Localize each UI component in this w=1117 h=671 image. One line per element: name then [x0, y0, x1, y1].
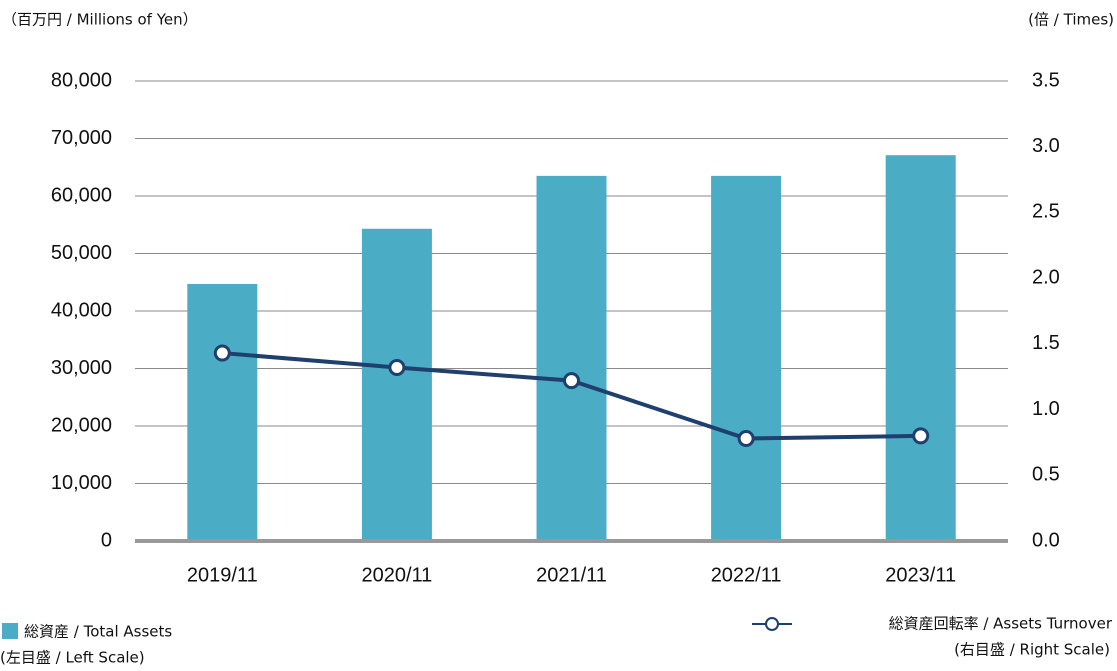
right-axis-label: (倍 / Times): [1028, 11, 1114, 29]
y2-tick-label: 1.0: [1032, 398, 1060, 420]
y2-tick-label: 3.0: [1032, 135, 1060, 157]
bar: [361, 228, 432, 541]
legend-marker: [765, 617, 779, 631]
x-tick-label: 2021/11: [536, 564, 607, 586]
left-axis-label: （百万円 / Millions of Yen）: [2, 11, 198, 29]
legend-note: (右目盛 / Right Scale): [954, 641, 1110, 659]
y-tick-label: 40,000: [51, 299, 112, 321]
x-tick-label: 2022/11: [711, 564, 782, 586]
y2-tick-label: 2.5: [1032, 201, 1060, 223]
x-tick-label: 2020/11: [361, 564, 432, 586]
bar: [536, 175, 607, 541]
legend-label: 総資産 / Total Assets: [24, 623, 172, 641]
line-marker: [388, 359, 406, 377]
line-marker: [912, 427, 930, 445]
line-marker: [213, 344, 231, 362]
y2-tick-label: 2.0: [1032, 266, 1060, 288]
y-tick-label: 50,000: [51, 242, 112, 264]
legend-swatch: [2, 623, 18, 639]
x-tick-label: 2023/11: [885, 564, 956, 586]
line-marker: [737, 429, 755, 447]
legend-label: 総資産回転率 / Assets Turnover: [889, 615, 1113, 633]
y2-tick-label: 0.5: [1032, 464, 1060, 486]
y-tick-label: 70,000: [51, 127, 112, 149]
legend-note: (左目盛 / Left Scale): [0, 649, 145, 667]
line-marker: [563, 372, 580, 390]
y-tick-label: 10,000: [51, 472, 112, 494]
y-tick-label: 0: [101, 529, 112, 551]
y2-tick-label: 1.5: [1032, 332, 1060, 354]
y-tick-label: 80,000: [51, 69, 112, 91]
x-tick-label: 2019/11: [187, 564, 258, 586]
y2-tick-label: 3.5: [1032, 69, 1060, 91]
y-tick-label: 60,000: [51, 184, 112, 206]
bar: [187, 283, 258, 541]
y2-tick-label: 0.0: [1032, 529, 1060, 551]
bar: [711, 175, 782, 541]
y-tick-label: 20,000: [51, 414, 112, 436]
bar: [885, 155, 956, 542]
y-tick-label: 30,000: [51, 357, 112, 379]
